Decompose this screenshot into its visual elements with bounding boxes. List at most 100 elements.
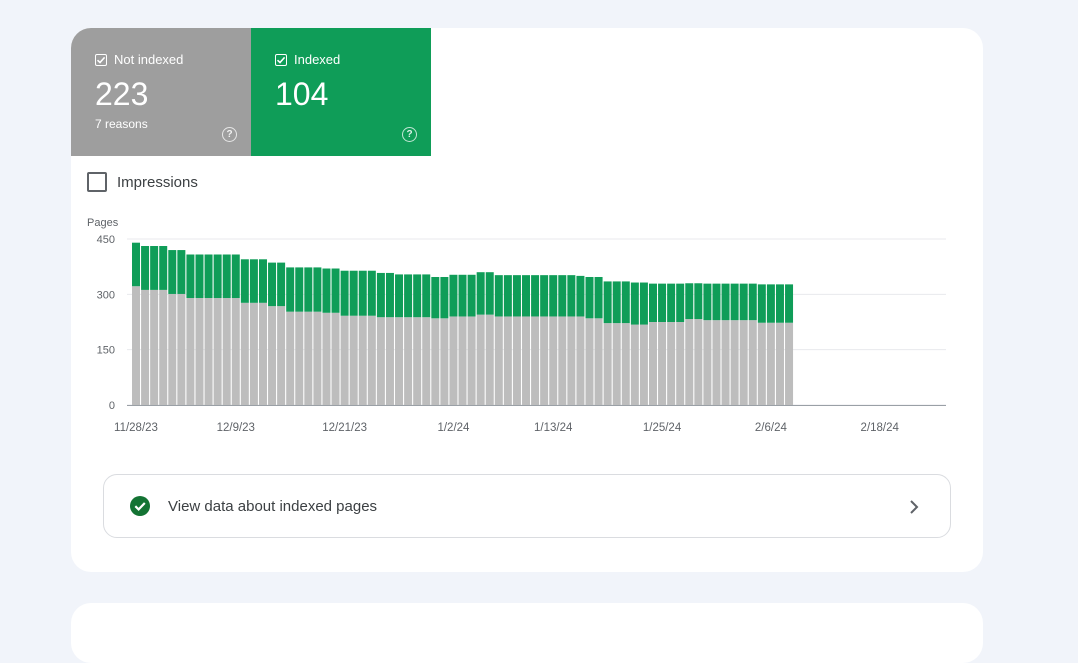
bar-not-indexed: [494, 316, 503, 405]
indexing-chart: Pages 0 150 300 450 11/28/23 12/9/23 12/21/23 1/…: [87, 217, 946, 434]
bar-not-indexed: [422, 317, 431, 405]
help-icon[interactable]: ?: [402, 127, 417, 142]
bar-not-indexed: [395, 317, 404, 405]
next-card: [71, 603, 983, 663]
bar-not-indexed: [322, 312, 331, 405]
bar-indexed: [322, 268, 331, 313]
bar-not-indexed: [512, 316, 521, 405]
help-icon[interactable]: ?: [222, 127, 237, 142]
bar-not-indexed: [249, 302, 258, 405]
view-indexed-pages-link[interactable]: View data about indexed pages: [103, 474, 951, 538]
impressions-toggle[interactable]: Impressions: [87, 172, 198, 192]
bar-indexed: [168, 250, 177, 294]
bar-not-indexed: [132, 286, 140, 405]
view-indexed-pages-label: View data about indexed pages: [168, 497, 378, 515]
bar-indexed: [476, 272, 485, 315]
x-tick-label: 2/6/24: [755, 422, 788, 434]
bar-indexed: [639, 282, 648, 325]
bar-not-indexed: [703, 320, 712, 405]
bar-indexed: [295, 267, 304, 312]
bar-indexed: [785, 284, 794, 323]
bar-not-indexed: [739, 320, 748, 405]
bar-indexed: [549, 275, 558, 317]
bar-not-indexed: [204, 298, 213, 405]
bar-indexed: [757, 284, 766, 323]
bar-not-indexed: [576, 316, 585, 405]
indexed-checkbox[interactable]: [275, 54, 287, 66]
bar-indexed: [467, 274, 476, 317]
bar-not-indexed: [540, 316, 549, 405]
bar-not-indexed: [258, 302, 267, 405]
bar-not-indexed: [685, 319, 694, 405]
bar-indexed: [340, 270, 349, 316]
bar-indexed: [367, 270, 376, 316]
x-tick-label: 1/25/24: [643, 422, 682, 434]
indexed-count: 104: [275, 76, 329, 112]
bar-not-indexed: [503, 316, 512, 405]
bar-indexed: [658, 283, 667, 322]
not-indexed-tile[interactable]: Not indexed 223 7 reasons ?: [71, 28, 251, 156]
bar-not-indexed: [440, 318, 449, 405]
bar-not-indexed: [766, 322, 775, 405]
bar-not-indexed: [376, 317, 385, 405]
bar-indexed: [395, 274, 404, 318]
bar-indexed: [204, 254, 213, 299]
x-tick-label: 1/13/24: [534, 422, 573, 434]
bar-indexed: [449, 274, 458, 317]
bar-not-indexed: [268, 306, 277, 405]
bar-not-indexed: [676, 322, 685, 405]
bar-indexed: [512, 275, 521, 317]
bar-not-indexed: [304, 311, 313, 405]
x-tick-label: 12/21/23: [322, 422, 367, 434]
bar-not-indexed: [313, 311, 322, 405]
bar-indexed: [676, 283, 685, 322]
bar-indexed: [159, 246, 168, 290]
bar-indexed: [694, 283, 703, 320]
bar-indexed: [766, 284, 775, 323]
impressions-label: Impressions: [117, 173, 198, 191]
bar-not-indexed: [449, 316, 458, 405]
bar-indexed: [258, 259, 267, 303]
bar-indexed: [612, 281, 621, 324]
bar-indexed: [268, 262, 277, 307]
x-tick-label: 1/2/24: [437, 422, 470, 434]
bar-not-indexed: [431, 318, 440, 405]
bar-not-indexed: [567, 316, 576, 405]
bar-not-indexed: [648, 322, 657, 405]
indexed-tile[interactable]: Indexed 104 ?: [251, 28, 431, 156]
bar-not-indexed: [531, 316, 540, 405]
bar-indexed: [177, 250, 186, 294]
bar-not-indexed: [721, 320, 730, 405]
y-tick-label: 450: [97, 234, 115, 246]
bar-not-indexed: [159, 289, 168, 405]
bar-indexed: [404, 274, 413, 318]
bar-indexed: [186, 254, 195, 299]
bar-indexed: [313, 267, 322, 312]
chevron-right-icon: [910, 500, 919, 514]
bar-indexed: [249, 259, 258, 303]
bar-indexed: [712, 283, 721, 321]
bar-not-indexed: [168, 293, 177, 405]
bar-indexed: [630, 282, 639, 325]
bar-indexed: [277, 262, 286, 307]
bar-not-indexed: [594, 318, 603, 405]
bar-not-indexed: [240, 302, 249, 405]
bar-indexed: [522, 275, 531, 317]
bar-not-indexed: [177, 293, 186, 405]
check-circle-icon: [130, 496, 150, 516]
bar-indexed: [458, 274, 467, 317]
impressions-checkbox[interactable]: [87, 172, 107, 192]
bar-indexed: [150, 246, 159, 290]
bar-not-indexed: [186, 298, 195, 405]
bar-not-indexed: [549, 316, 558, 405]
bar-indexed: [413, 274, 422, 318]
bar-not-indexed: [358, 315, 367, 405]
bar-indexed: [376, 272, 385, 318]
bar-indexed: [775, 284, 784, 323]
bar-indexed: [494, 275, 503, 317]
not-indexed-checkbox[interactable]: [95, 54, 107, 66]
bar-indexed: [567, 275, 576, 317]
bar-indexed: [603, 281, 612, 324]
y-tick-label: 0: [109, 400, 115, 412]
bar-not-indexed: [141, 289, 150, 405]
